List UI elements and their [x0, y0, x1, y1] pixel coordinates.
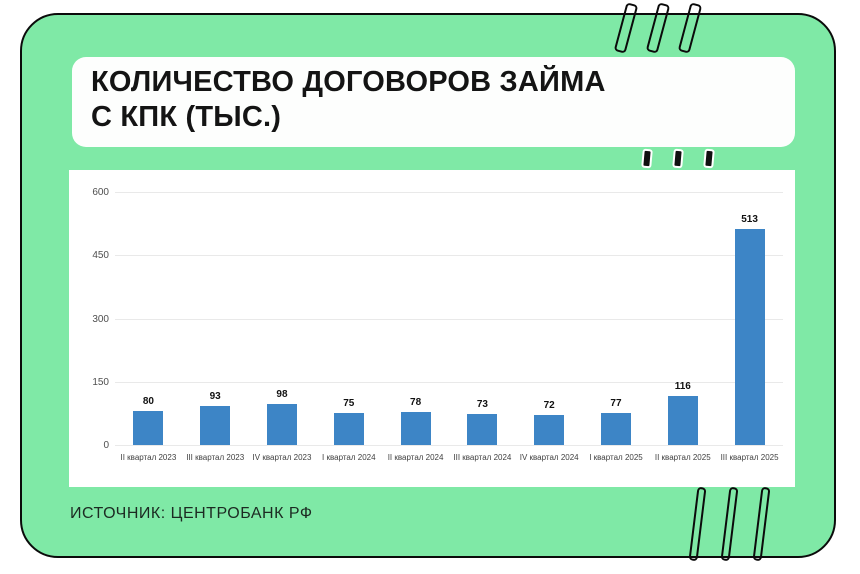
x-axis-category-label: I квартал 2024 — [322, 453, 376, 462]
decorative-stripe-icon — [688, 486, 707, 562]
gridline — [115, 318, 783, 320]
bar-value-label: 78 — [410, 397, 422, 408]
x-axis-category-label: IV квартал 2024 — [519, 453, 579, 462]
bar-value-label: 80 — [142, 396, 154, 407]
y-axis-tick-label: 600 — [92, 187, 109, 198]
x-axis-category-label: III квартал 2024 — [453, 453, 512, 462]
decorative-stripe-icon — [720, 486, 739, 562]
x-axis-category-label: IV квартал 2023 — [252, 453, 312, 462]
plot-area: 0 150 300 450 600 80 II квартал 2023 93 III квар… — [92, 187, 783, 462]
bar-value-label: 77 — [610, 398, 622, 409]
y-axis-tick-label: 450 — [92, 250, 109, 262]
title-card: КОЛИЧЕСТВО ДОГОВОРОВ ЗАЙМА С КПК (ТЫС.) — [72, 57, 795, 147]
x-axis-category-label: I квартал 2025 — [589, 453, 643, 462]
x-axis-category-label: II квартал 2025 — [654, 453, 711, 462]
bar-value-label: 513 — [741, 214, 758, 225]
x-axis-category-label: II квартал 2023 — [120, 453, 177, 462]
chart-card: 0 150 300 450 600 80 II квартал 2023 93 III квар… — [69, 170, 795, 487]
gridline — [115, 381, 783, 383]
bar-value-label: 98 — [276, 389, 288, 400]
page-title-line-2: С КПК (ТЫС.) — [91, 101, 282, 133]
bar-series: 80 II квартал 2023 93 III квартал 2023 98 IV … — [115, 192, 783, 462]
gridline — [115, 192, 783, 193]
green-sticker-panel: КОЛИЧЕСТВО ДОГОВОРОВ ЗАЙМА С КПК (ТЫС.) … — [20, 2, 836, 562]
bar: 78 II квартал 2024 — [388, 397, 444, 462]
x-axis-category-label: III квартал 2025 — [720, 453, 779, 462]
decorative-dash-icon — [641, 148, 653, 169]
y-axis-tick-label: 0 — [103, 440, 109, 451]
gridline — [115, 445, 783, 446]
decorative-dash-icon — [672, 148, 684, 169]
y-axis-tick-label: 300 — [92, 313, 109, 325]
bar-value-label: 75 — [343, 398, 355, 409]
bar-value-label: 93 — [209, 391, 221, 402]
y-axis-tick-label: 150 — [92, 376, 109, 388]
source-attribution: ИСТОЧНИК: ЦЕНТРОБАНК РФ — [70, 505, 313, 522]
bar: 73 III квартал 2024 — [453, 399, 511, 462]
bar-value-label: 72 — [543, 400, 555, 411]
decorative-stripe-icon — [752, 486, 771, 562]
gridline — [115, 255, 783, 257]
decorative-dash-icon — [703, 148, 715, 169]
bar: 98 IV квартал 2023 — [253, 389, 312, 462]
x-axis-category-label: III квартал 2023 — [186, 453, 245, 462]
bar-value-label: 73 — [476, 399, 488, 410]
bar: 77 I квартал 2025 — [589, 398, 643, 462]
x-axis-category-label: II квартал 2024 — [387, 453, 444, 462]
bar: 116 II квартал 2025 — [655, 381, 711, 462]
bar: 75 I квартал 2024 — [322, 398, 376, 462]
decorative-stripe-icon — [677, 2, 703, 54]
bar-value-label: 116 — [674, 381, 691, 392]
bar: 72 IV квартал 2024 — [520, 400, 579, 462]
decorative-stripe-icon — [613, 2, 639, 54]
bar: 513 III квартал 2025 — [721, 214, 779, 462]
page-title-line-1: КОЛИЧЕСТВО ДОГОВОРОВ ЗАЙМА — [91, 66, 606, 98]
decorative-stripe-icon — [645, 2, 671, 54]
bar: 93 III квартал 2023 — [186, 391, 244, 462]
bar: 80 II квартал 2023 — [121, 396, 177, 462]
